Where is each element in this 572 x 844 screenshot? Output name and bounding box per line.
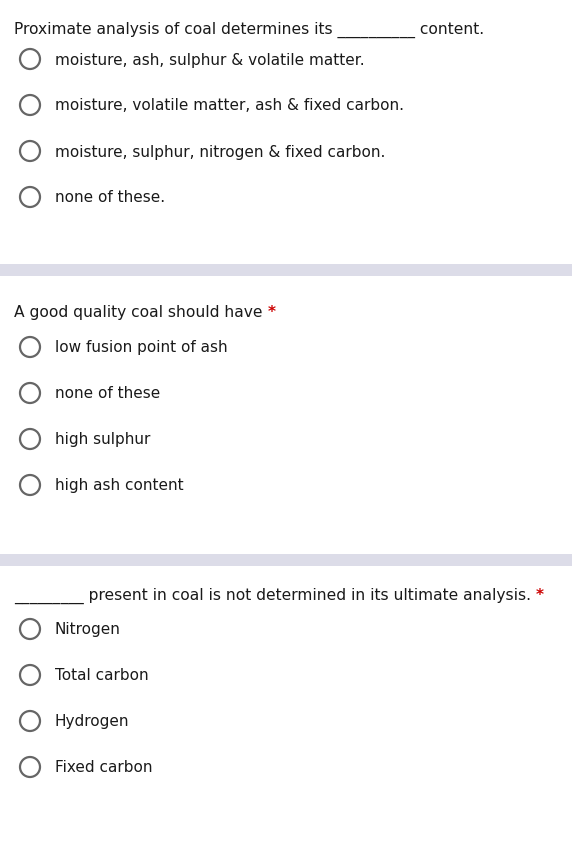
Text: Total carbon: Total carbon bbox=[55, 668, 149, 683]
Circle shape bbox=[20, 430, 40, 450]
Text: moisture, sulphur, nitrogen & fixed carbon.: moisture, sulphur, nitrogen & fixed carb… bbox=[55, 144, 386, 160]
Bar bbox=[0, 265, 572, 277]
Text: *: * bbox=[267, 305, 275, 320]
Circle shape bbox=[20, 383, 40, 403]
Text: none of these.: none of these. bbox=[55, 190, 165, 205]
Text: A good quality coal should have: A good quality coal should have bbox=[14, 305, 267, 320]
Circle shape bbox=[20, 96, 40, 116]
Circle shape bbox=[20, 187, 40, 208]
Circle shape bbox=[20, 475, 40, 495]
Text: high ash content: high ash content bbox=[55, 478, 184, 493]
Circle shape bbox=[20, 711, 40, 731]
Text: *: * bbox=[536, 587, 544, 603]
Text: A good quality coal should have: A good quality coal should have bbox=[14, 305, 267, 320]
Text: Proximate analysis of coal determines its __________ content.: Proximate analysis of coal determines it… bbox=[14, 22, 484, 38]
Text: high sulphur: high sulphur bbox=[55, 432, 150, 447]
Circle shape bbox=[20, 665, 40, 685]
Circle shape bbox=[20, 50, 40, 70]
Bar bbox=[0, 555, 572, 566]
Circle shape bbox=[20, 338, 40, 358]
Text: low fusion point of ash: low fusion point of ash bbox=[55, 340, 228, 355]
Circle shape bbox=[20, 619, 40, 639]
Text: Fixed carbon: Fixed carbon bbox=[55, 760, 153, 775]
Text: moisture, volatile matter, ash & fixed carbon.: moisture, volatile matter, ash & fixed c… bbox=[55, 99, 404, 113]
Text: none of these: none of these bbox=[55, 386, 160, 401]
Circle shape bbox=[20, 142, 40, 162]
Text: Nitrogen: Nitrogen bbox=[55, 622, 121, 636]
Text: Hydrogen: Hydrogen bbox=[55, 714, 129, 728]
Text: _________ present in coal is not determined in its ultimate analysis.: _________ present in coal is not determi… bbox=[14, 587, 536, 603]
Circle shape bbox=[20, 757, 40, 777]
Text: moisture, ash, sulphur & volatile matter.: moisture, ash, sulphur & volatile matter… bbox=[55, 52, 364, 68]
Text: _________ present in coal is not determined in its ultimate analysis.: _________ present in coal is not determi… bbox=[14, 587, 536, 603]
